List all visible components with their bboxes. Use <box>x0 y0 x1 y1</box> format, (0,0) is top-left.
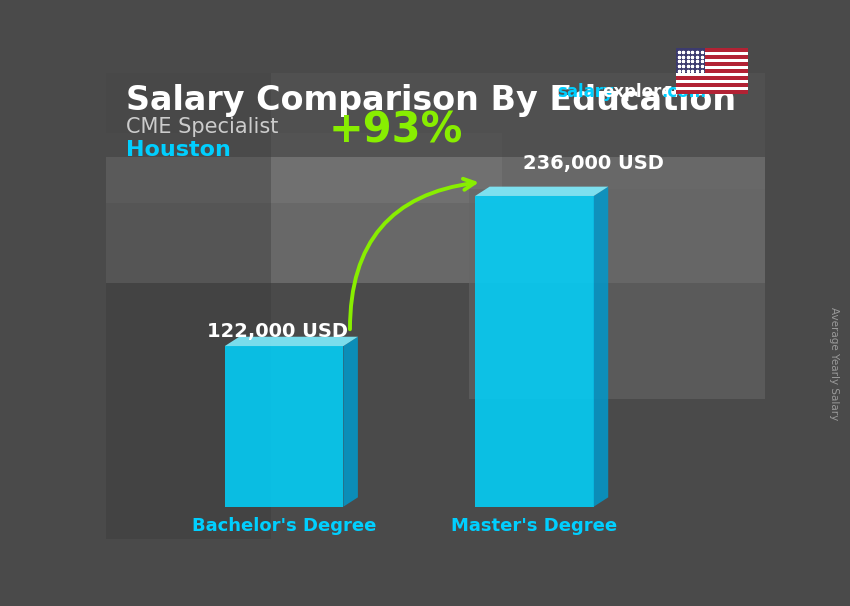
Text: salary: salary <box>558 83 615 101</box>
FancyBboxPatch shape <box>106 282 765 539</box>
Text: 122,000 USD: 122,000 USD <box>207 322 348 341</box>
Bar <box>676 73 748 76</box>
Bar <box>676 48 748 52</box>
Bar <box>676 48 705 73</box>
Bar <box>676 70 748 73</box>
Bar <box>475 196 593 507</box>
Text: Salary Comparison By Education: Salary Comparison By Education <box>126 84 736 118</box>
Bar <box>676 80 748 84</box>
Bar <box>676 87 748 90</box>
Polygon shape <box>593 187 609 507</box>
Bar <box>224 346 343 507</box>
Bar <box>676 52 748 56</box>
Text: 236,000 USD: 236,000 USD <box>524 154 664 173</box>
Bar <box>676 56 748 59</box>
Text: CME Specialist: CME Specialist <box>126 117 279 137</box>
FancyBboxPatch shape <box>106 133 502 204</box>
Bar <box>676 90 748 94</box>
Text: +93%: +93% <box>329 110 463 152</box>
FancyBboxPatch shape <box>468 189 765 399</box>
Polygon shape <box>475 187 609 196</box>
Bar <box>676 66 748 70</box>
FancyBboxPatch shape <box>106 73 765 282</box>
Bar <box>676 76 748 80</box>
Text: .com: .com <box>661 83 706 101</box>
Text: explorer: explorer <box>603 83 682 101</box>
Text: Houston: Houston <box>126 141 231 161</box>
Polygon shape <box>343 337 358 507</box>
FancyBboxPatch shape <box>106 73 271 539</box>
Text: Master's Degree: Master's Degree <box>451 517 617 534</box>
Polygon shape <box>224 337 358 346</box>
Bar <box>676 84 748 87</box>
FancyBboxPatch shape <box>106 73 765 157</box>
Text: Bachelor's Degree: Bachelor's Degree <box>192 517 377 534</box>
Bar <box>676 62 748 66</box>
Text: Average Yearly Salary: Average Yearly Salary <box>829 307 839 420</box>
Bar <box>676 59 748 62</box>
